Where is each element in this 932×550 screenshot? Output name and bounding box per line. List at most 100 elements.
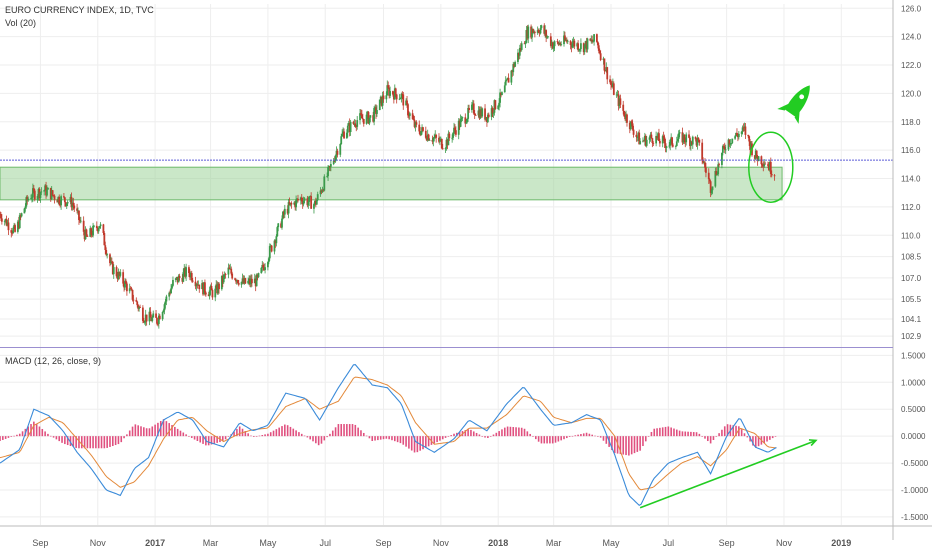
histogram-bar [253,436,255,437]
histogram-bar [419,436,421,451]
candle-body [635,134,638,137]
candle-body [718,164,720,166]
candle-body [362,118,365,124]
macd-legend[interactable]: MACD (12, 26, close, 9) [5,356,102,366]
candle-body [467,108,470,119]
time-tick-label[interactable]: Sep [376,538,392,548]
histogram-bar [210,436,213,445]
price-tick-label[interactable]: 114.0 [901,175,921,184]
macd-tick-label[interactable]: -1.0000 [901,486,929,495]
candle-body [736,132,738,136]
candle-body [629,121,632,130]
histogram-bar [413,436,416,453]
macd-axis-labels[interactable]: 1.5000 1.0000 0.5000 0.0000 -0.5000 -1.0000 -1… [901,351,929,522]
histogram-bar [422,436,424,450]
time-axis-labels[interactable]: Sep Nov 2017 Mar May Jul Sep Nov 2018 Mar May Jul Se… [32,538,851,548]
candle-body [36,196,39,200]
histogram-bar [512,427,515,437]
candle-body [161,311,164,320]
histogram-bar [410,436,413,451]
time-tick-label[interactable]: Sep [32,538,48,548]
histogram-bar [535,436,537,440]
candle-body [310,196,313,209]
price-tick-label[interactable]: 116.0 [901,146,921,155]
candle-body [46,189,48,196]
candle-body [545,30,548,38]
histogram-bar [633,436,636,454]
macd-tick-label[interactable]: 1.0000 [901,378,926,387]
price-tick-label[interactable]: 110.0 [901,231,921,240]
candle-body [711,186,714,191]
time-tick-label[interactable]: Jul [319,538,331,548]
macd-tick-label[interactable]: -0.5000 [901,459,929,468]
candle-body [405,100,407,106]
candle-body [559,43,562,45]
candle-body [386,85,389,96]
histogram-bar [221,436,224,442]
price-tick-label[interactable]: 108.5 [901,253,922,262]
candle-body [400,93,403,99]
histogram-bar [667,426,670,437]
candle-body [768,165,770,171]
candle-body [669,139,672,146]
macd-tick-label[interactable]: -1.5000 [901,513,929,522]
candle-body [295,199,297,208]
price-tick-label[interactable]: 124.0 [901,33,922,42]
candle-body [306,198,309,206]
candle-body [392,91,394,95]
macd-tick-label[interactable]: 0.5000 [901,405,926,414]
histogram-bar [630,436,633,455]
candle-body [368,117,371,124]
price-tick-label[interactable]: 107.0 [901,274,922,283]
histogram-bar [83,436,86,449]
candle-body [549,36,552,46]
candle-body [579,49,581,50]
price-tick-label[interactable]: 104.1 [901,315,922,324]
price-tick-label[interactable]: 102.9 [901,332,922,341]
price-tick-label[interactable]: 105.5 [901,295,922,304]
time-tick-label[interactable]: 2017 [145,538,165,548]
price-tick-label[interactable]: 126.0 [901,4,922,13]
candle-body [32,188,35,191]
histogram-bar [326,436,328,438]
time-tick-label[interactable]: May [602,538,620,548]
macd-tick-label[interactable]: 0.0000 [901,432,926,441]
histogram-bar [286,425,289,437]
time-tick-label[interactable]: Nov [433,538,450,548]
time-tick-label[interactable]: Jul [663,538,675,548]
candle-body [626,114,628,123]
time-tick-label[interactable]: 2019 [831,538,851,548]
histogram-bar [334,427,337,437]
time-tick-label[interactable]: Mar [546,538,562,548]
candle-body [616,94,619,96]
price-tick-label[interactable]: 120.0 [901,89,922,98]
histogram-bar [599,436,602,438]
candle-body [474,114,477,116]
candle-body [507,77,510,83]
price-axis-labels[interactable]: 126.0 124.0 122.0 120.0 118.0 116.0 114.0 112.0… [901,4,922,341]
time-tick-label[interactable]: Mar [203,538,219,548]
histogram-bar [450,435,452,437]
candle-body [82,220,85,232]
candle-body [485,117,487,120]
candle-body [197,284,200,286]
candle-body [231,273,234,279]
time-tick-label[interactable]: Nov [90,538,107,548]
macd-tick-label[interactable]: 1.5000 [901,351,926,360]
time-tick-label[interactable]: Nov [776,538,793,548]
candle-body [38,188,41,198]
candle-body [66,202,69,204]
histogram-bar [131,426,134,437]
price-tick-label[interactable]: 118.0 [901,118,921,127]
symbol-title[interactable]: EURO CURRENCY INDEX, 1D, TVC [5,5,154,15]
time-tick-label[interactable]: Sep [719,538,735,548]
price-tick-label[interactable]: 122.0 [901,61,922,70]
time-tick-label[interactable]: May [259,538,277,548]
candle-body [235,279,237,282]
candle-body [379,96,382,100]
time-tick-label[interactable]: 2018 [488,538,508,548]
candle-body [361,114,363,119]
price-tick-label[interactable]: 112.0 [901,203,921,212]
candle-body [352,121,355,124]
volume-legend[interactable]: Vol (20) [5,18,37,28]
